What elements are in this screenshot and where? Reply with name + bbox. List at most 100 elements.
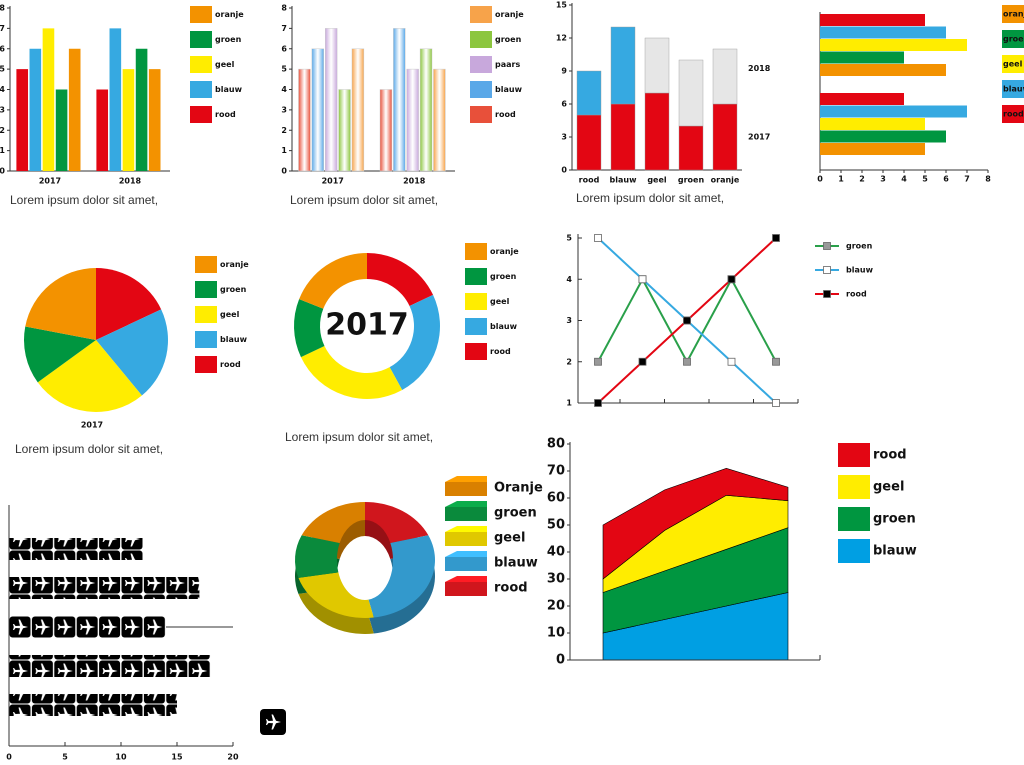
legend-label: 2018 [748,64,771,73]
bar [820,26,946,39]
legend-label: oranje [215,10,244,19]
x-tick-label: 15 [171,753,183,762]
legend-swatch [190,81,212,98]
legend-swatch [465,343,487,360]
bar [820,93,904,105]
legend-label: geel [873,480,904,495]
legend-swatch [190,56,212,73]
bar [148,69,161,171]
y-tick-label: 70 [547,464,565,479]
bar-segment [712,103,738,171]
bar [29,48,42,171]
y-tick-label: 2 [566,357,572,366]
bar [820,130,946,143]
y-tick-label: 3 [566,316,572,325]
x-tick-label: geel [647,176,667,185]
y-tick-label: 9 [561,67,567,76]
bar-segment [644,92,670,171]
legend-label: blauw [1003,85,1024,94]
legend-label: groen [494,506,537,521]
marker [772,234,780,242]
legend-swatch [195,256,217,273]
legend-marker [823,242,831,250]
legend-label: Oranje [494,481,543,496]
bar [325,28,338,172]
caption: Lorem ipsum dolor sit amet, [576,191,724,205]
x-tick-label: 2017 [39,177,61,186]
legend-marker [823,266,831,274]
y-tick-label: 6 [0,44,5,53]
y-tick-label: 30 [547,572,565,587]
y-tick-label: 40 [547,545,565,560]
marker [727,275,736,284]
icon-bar [9,694,177,716]
bar [96,89,109,171]
bar [419,48,433,172]
y-tick-label: 60 [547,491,565,506]
legend-swatch [470,31,492,48]
legend-label: geel [220,310,240,319]
bar [16,69,29,171]
legend-swatch [470,6,492,23]
y-tick-label: 7 [281,24,287,33]
slice [301,502,365,543]
y-tick-label: 1 [566,399,572,408]
bar [820,143,925,155]
legend-marker [823,290,831,298]
legend-swatch [190,106,212,123]
legend-box [445,582,487,596]
y-tick-label: 0 [281,167,287,176]
bar [820,118,925,130]
x-tick-label: 6 [943,175,949,184]
bar [406,68,419,172]
legend-box-top [445,576,487,582]
legend-swatch [195,331,217,348]
legend-swatch [838,539,870,563]
bar [338,89,351,172]
bar-segment [644,37,670,94]
legend-label: blauw [490,322,518,331]
slice [367,253,434,306]
y-tick-label: 5 [281,65,287,74]
bar [42,28,55,171]
legend-label: geel [215,60,235,69]
bar [311,48,325,172]
x-tick-label: 2018 [403,177,426,186]
x-tick-label: oranje [711,176,740,185]
caption: Lorem ipsum dolor sit amet, [10,193,158,207]
legend-swatch [470,106,492,123]
slice [298,572,374,618]
x-tick-label: 4 [901,175,907,184]
marker [594,399,602,407]
y-tick-label: 8 [0,4,5,13]
legend-swatch [1002,5,1024,23]
bar [351,48,365,172]
slice [299,253,367,309]
legend-label: geel [1003,60,1023,69]
bar-segment [610,26,636,105]
legend-label: geel [494,531,525,546]
bar [820,64,946,76]
legend-label: groen [220,285,247,294]
marker [594,234,602,242]
bar-segment [678,59,704,127]
y-tick-label: 4 [0,85,5,94]
bar-segment [678,125,704,171]
legend-swatch [465,243,487,260]
bar [820,39,967,51]
legend-swatch [465,268,487,285]
center-label: 2017 [325,308,409,343]
legend-label: oranje [220,260,249,269]
bar [820,105,967,118]
y-tick-label: 8 [281,4,287,13]
x-tick-label: 2018 [119,177,142,186]
y-tick-label: 0 [0,167,5,176]
icon-bar [9,655,211,677]
y-tick-label: 20 [547,599,565,614]
y-tick-label: 2 [0,126,5,135]
bar [55,89,68,171]
slice [37,340,142,413]
legend-label: blauw [215,85,243,94]
bar [68,48,81,171]
